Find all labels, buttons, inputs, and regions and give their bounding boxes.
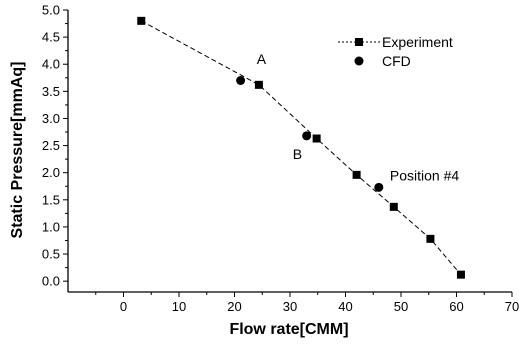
annotations: A B Position #4 xyxy=(257,51,460,183)
cfd-point xyxy=(302,131,312,141)
y-tick-label: 4.5 xyxy=(42,30,60,45)
experiment-point xyxy=(137,16,146,25)
annotation-label: B xyxy=(293,146,302,162)
x-tick-label: 30 xyxy=(283,299,297,314)
y-tick-label: 2.0 xyxy=(42,165,60,180)
legend: Experiment CFD xyxy=(338,34,453,69)
y-tick-label: 0.5 xyxy=(42,247,60,262)
experiment-point xyxy=(254,80,263,89)
annotation-label: A xyxy=(257,51,267,67)
plot-area xyxy=(67,10,512,293)
legend-cfd-label: CFD xyxy=(382,53,411,69)
y-tick-label: 1.0 xyxy=(42,219,60,234)
experiment-point xyxy=(456,270,465,279)
x-tick-label: 20 xyxy=(227,299,241,314)
y-tick-label: 5.0 xyxy=(42,3,60,18)
x-tick-label: 40 xyxy=(338,299,352,314)
y-tick-label: 0.0 xyxy=(42,274,60,289)
series-layer xyxy=(137,16,465,279)
cfd-point xyxy=(374,182,384,192)
legend-experiment-label: Experiment xyxy=(382,34,453,50)
experiment-point xyxy=(312,134,321,143)
x-tick-label: 60 xyxy=(449,299,463,314)
y-tick-label: 4.0 xyxy=(42,57,60,72)
y-tick-label: 2.5 xyxy=(42,138,60,153)
x-tick-label: 10 xyxy=(172,299,186,314)
x-tick-label: 0 xyxy=(120,299,127,314)
legend-cfd-marker xyxy=(354,56,364,66)
legend-experiment-marker xyxy=(355,38,363,46)
experiment-point xyxy=(352,170,361,179)
experiment-point xyxy=(389,202,398,211)
annotation-label: Position #4 xyxy=(390,167,459,183)
x-tick-label: 50 xyxy=(394,299,408,314)
y-tick-label: 3.5 xyxy=(42,84,60,99)
y-tick-label: 3.0 xyxy=(42,111,60,126)
y-axis-ticks: 0.0 0.5 1.0 1.5 2.0 2.5 3.0 3.5 4.0 4.5 5.0 xyxy=(42,3,68,289)
x-axis-title: Flow rate[CMM] xyxy=(229,321,348,338)
y-axis-title: Static Pressure[mmAq] xyxy=(9,62,26,239)
y-tick-label: 1.5 xyxy=(42,192,60,207)
x-tick-label: 70 xyxy=(505,299,519,314)
x-axis-ticks: 0 10 20 30 40 50 60 70 xyxy=(95,292,519,314)
experiment-point xyxy=(426,234,435,243)
cfd-point xyxy=(236,76,246,85)
